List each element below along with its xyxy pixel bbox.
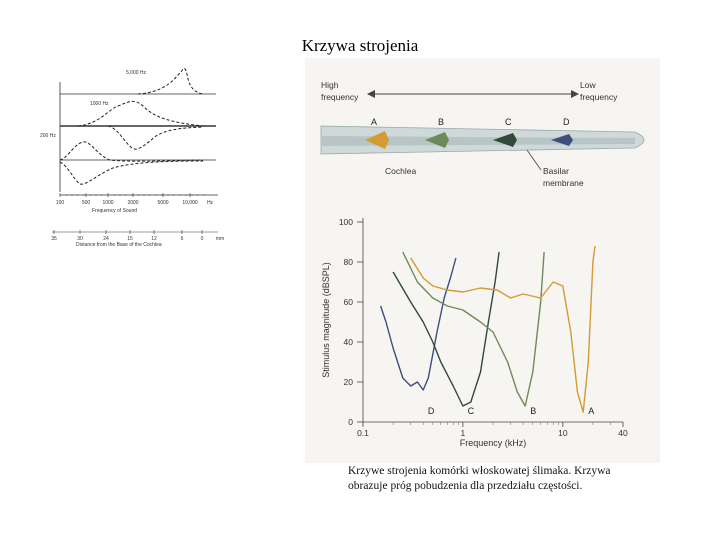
series-d-line — [379, 257, 457, 391]
membrane-label-1: Basilar — [543, 166, 569, 176]
freq-tick-label: 500 — [82, 200, 91, 206]
tuning-chart: 0 20 40 60 80 100 0.1 1 10 40 D C B A Stimulus magn… — [321, 217, 628, 448]
point-d-marker — [551, 134, 573, 146]
arrow-left-icon — [367, 90, 375, 98]
frequency-axis-label: Frequency of Sound — [92, 208, 137, 214]
point-d-label: D — [563, 117, 570, 127]
frequency-ticks: 100 500 1000 2000 5000 10,000 Hz — [56, 193, 214, 206]
curve-200-lower — [59, 160, 204, 185]
dist-tick-label: 6 — [181, 236, 184, 242]
dist-tick-label: 0 — [201, 236, 204, 242]
freq-tick-label: 5000 — [157, 200, 168, 206]
dist-tick-label: 12 — [151, 236, 157, 242]
point-c-marker — [493, 133, 517, 147]
dist-tick-label: 30 — [77, 236, 83, 242]
series-b-line — [402, 251, 545, 407]
x-tick-label: 10 — [558, 428, 568, 438]
tuning-curve-svg: High frequency Low frequency A B C D Coc… — [320, 80, 645, 448]
membrane-label-2: membrane — [543, 178, 584, 188]
figure-caption: Krzywe strojenia komórki włoskowatej śli… — [348, 465, 611, 492]
distance-axis-label: Distance from the Base of the Cochlea — [76, 242, 162, 248]
x-tick-label: 1 — [461, 428, 466, 438]
point-a-label: A — [371, 117, 377, 127]
point-a-marker — [365, 131, 389, 149]
high-frequency-label-1: High — [321, 80, 339, 90]
series-b-label: B — [530, 406, 536, 416]
chart-x-axis-label: Frequency (kHz) — [460, 438, 527, 448]
curve-200-upper — [59, 141, 204, 162]
chart-y-ticks: 0 20 40 60 80 100 — [339, 217, 363, 427]
curve-1000-lower — [107, 125, 204, 150]
tuning-curve-figure: High frequency Low frequency A B C D Coc… — [305, 58, 660, 463]
freq-tick-label: 10,000 — [182, 200, 198, 206]
series-c-line — [392, 251, 500, 407]
series-a-line — [410, 245, 596, 413]
label-5000-hz: 5,000 Hz — [126, 70, 147, 76]
dist-tick-label: 35 — [51, 236, 57, 242]
cochlea-label: Cochlea — [385, 166, 416, 176]
y-tick-label: 100 — [339, 217, 353, 227]
arrow-right-icon — [571, 90, 579, 98]
slide-title: Krzywa strojenia — [301, 36, 419, 55]
x-tick-label: 40 — [618, 428, 628, 438]
high-frequency-label-2: frequency — [321, 92, 359, 102]
x-tick-label: 0.1 — [357, 428, 369, 438]
dist-tick-label: 15 — [127, 236, 133, 242]
tuning-curves-cochlea-figure: 5,000 Hz 1000 Hz 200 Hz 100 500 1000 2000 50… — [38, 62, 238, 252]
label-200-hz: 200 Hz — [40, 133, 56, 139]
chart-x-ticks: 0.1 1 10 40 — [357, 422, 628, 438]
tuning-curves-cochlea-svg: 5,000 Hz 1000 Hz 200 Hz 100 500 1000 2000 50… — [40, 68, 224, 248]
freq-tick-label: Hz — [207, 200, 214, 206]
point-c-label: C — [505, 117, 512, 127]
series-d-label: D — [428, 406, 435, 416]
dist-tick-label: 24 — [103, 236, 109, 242]
point-b-label: B — [438, 117, 444, 127]
curve-1000-upper — [77, 100, 204, 127]
series-c-label: C — [468, 406, 475, 416]
y-tick-label: 80 — [344, 257, 354, 267]
freq-tick-label: 2000 — [127, 200, 138, 206]
chart-series — [379, 245, 596, 413]
low-frequency-label-2: frequency — [580, 92, 618, 102]
low-frequency-label-1: Low — [580, 80, 596, 90]
series-a-label: A — [588, 406, 594, 416]
dist-tick-label: mm — [216, 236, 224, 242]
y-tick-label: 40 — [344, 337, 354, 347]
y-tick-label: 20 — [344, 377, 354, 387]
y-tick-label: 60 — [344, 297, 354, 307]
curve-5000 — [137, 68, 204, 95]
distance-ticks: 35 30 24 15 12 6 0 mm — [51, 230, 224, 242]
y-tick-label: 0 — [348, 417, 353, 427]
freq-tick-label: 100 — [56, 200, 65, 206]
point-b-marker — [425, 132, 449, 148]
membrane-pointer — [526, 149, 542, 171]
freq-tick-label: 1000 — [102, 200, 113, 206]
chart-y-axis-label: Stimulus magnitude (dBSPL) — [321, 262, 331, 378]
label-1000-hz: 1000 Hz — [90, 101, 109, 107]
